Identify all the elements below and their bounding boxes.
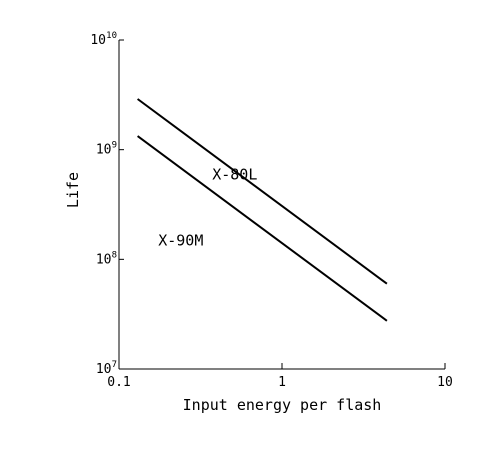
y-tick-exponent-1: 8	[112, 250, 117, 260]
x-axis-label: Input energy per flash	[183, 396, 382, 414]
y-tick-exponent-0: 7	[112, 360, 117, 370]
x-tick-label-0: 0.1	[107, 375, 130, 390]
y-tick-label-0: 10	[96, 362, 112, 377]
y-tick-exponent-2: 9	[112, 141, 117, 151]
y-tick-exponent-3: 10	[106, 31, 117, 41]
x-ticks: 0.1 1 10	[107, 363, 453, 390]
series-group: X-80L X-90M	[137, 98, 388, 322]
x-tick-label-1: 1	[278, 375, 286, 390]
y-tick-label-1: 10	[96, 252, 112, 267]
y-tick-label-2: 10	[96, 143, 112, 158]
y-axis-label: Life	[64, 172, 82, 208]
series-line-x-90m	[137, 135, 388, 322]
x-tick-label-2: 10	[437, 375, 453, 390]
series-line-x-80l	[137, 98, 388, 285]
series-label-x-90m: X-90M	[158, 231, 203, 249]
series-label-x-80l: X-80L	[212, 165, 257, 183]
y-tick-label-3: 10	[90, 33, 106, 48]
